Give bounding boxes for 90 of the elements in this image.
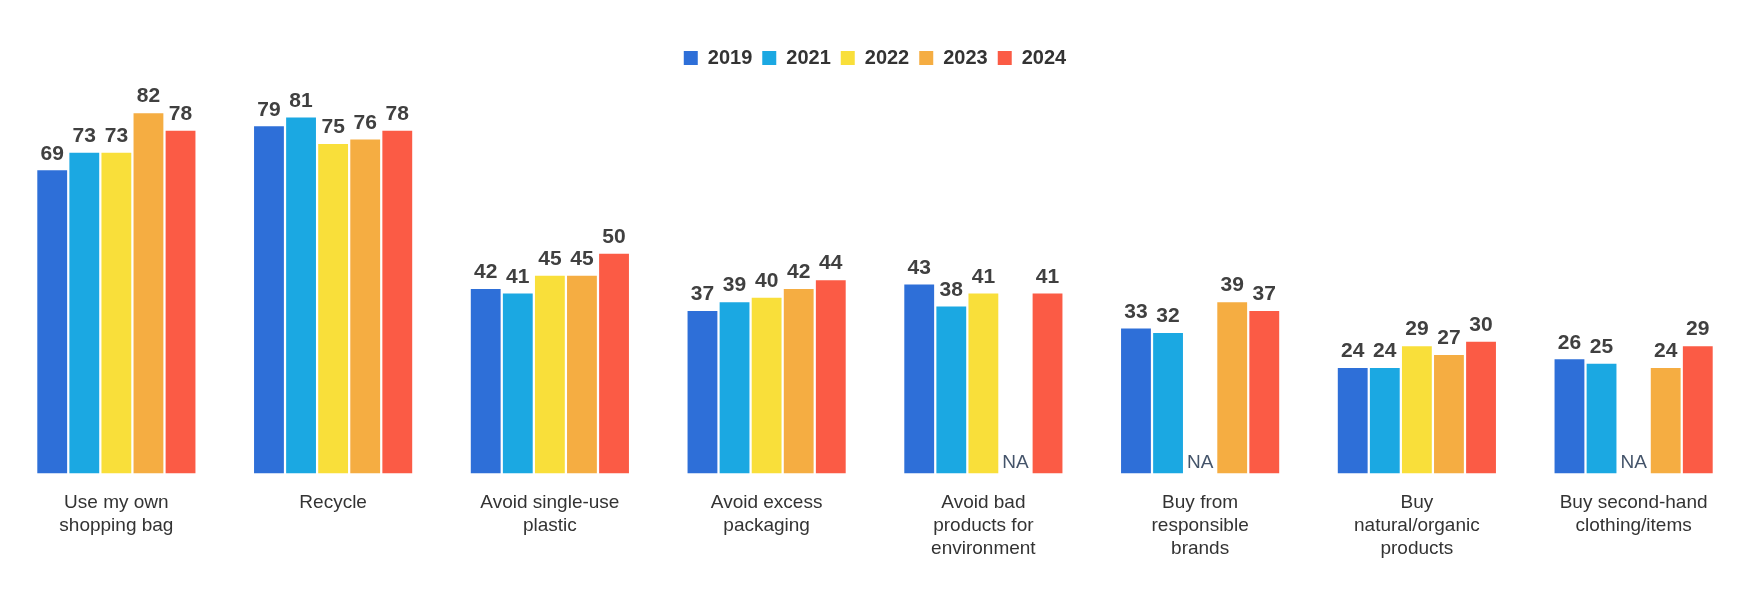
bar bbox=[904, 284, 935, 474]
bar bbox=[534, 275, 565, 474]
x-tick-label: Use my own shopping bag bbox=[59, 491, 174, 536]
bar bbox=[1650, 368, 1681, 474]
bar bbox=[350, 139, 381, 474]
bar bbox=[1554, 359, 1585, 474]
bar bbox=[1249, 310, 1280, 474]
bar bbox=[1032, 293, 1063, 474]
x-tick-label: Recycle bbox=[299, 491, 367, 513]
bar bbox=[968, 293, 999, 474]
bar bbox=[382, 130, 413, 474]
bar bbox=[254, 126, 284, 474]
data-label: 82 bbox=[136, 83, 161, 107]
data-label: 38 bbox=[939, 276, 964, 300]
data-label: 44 bbox=[819, 250, 843, 274]
data-label: 42 bbox=[787, 259, 811, 283]
bar bbox=[719, 302, 750, 474]
legend-label: 2024 bbox=[1021, 45, 1068, 68]
data-label: 37 bbox=[1252, 281, 1276, 305]
x-tick-label: Buy natural/organic products bbox=[1354, 491, 1480, 558]
bar bbox=[1466, 341, 1496, 474]
data-label: 37 bbox=[690, 281, 715, 305]
data-label: 79 bbox=[257, 96, 281, 120]
data-label: 29 bbox=[1405, 316, 1429, 340]
bar bbox=[318, 143, 349, 474]
bar bbox=[1153, 332, 1183, 474]
data-label: 24 bbox=[1654, 338, 1678, 362]
data-label: 32 bbox=[1156, 303, 1180, 327]
text: NA bbox=[1002, 451, 1029, 473]
bar bbox=[1401, 346, 1432, 474]
bar bbox=[1586, 363, 1617, 474]
bar bbox=[470, 288, 501, 474]
bar bbox=[751, 297, 782, 474]
legend-label: 2022 bbox=[864, 45, 910, 68]
bar bbox=[286, 117, 316, 474]
data-label: 39 bbox=[1220, 272, 1244, 296]
legend-label: 2019 bbox=[707, 45, 753, 68]
data-label: 33 bbox=[1124, 298, 1148, 322]
bar bbox=[165, 130, 196, 474]
bar bbox=[815, 280, 846, 474]
bar bbox=[1337, 368, 1368, 474]
bar bbox=[567, 275, 597, 474]
data-label: 30 bbox=[1469, 312, 1493, 336]
bar bbox=[599, 253, 629, 474]
data-label: 78 bbox=[168, 101, 193, 125]
data-label: 24 bbox=[1341, 338, 1365, 362]
text: NA bbox=[1186, 451, 1214, 473]
data-label: 41 bbox=[506, 263, 530, 287]
bar bbox=[1121, 328, 1151, 474]
data-label: 69 bbox=[40, 140, 64, 164]
data-label: 26 bbox=[1557, 329, 1582, 353]
bar bbox=[1217, 302, 1248, 474]
bar bbox=[1434, 354, 1464, 474]
data-label: 50 bbox=[602, 224, 626, 248]
x-tick-label: Avoid single-use plastic bbox=[480, 491, 620, 536]
bar bbox=[687, 310, 718, 474]
bar bbox=[37, 170, 68, 474]
data-label: 73 bbox=[72, 123, 96, 147]
data-label: 29 bbox=[1686, 316, 1710, 340]
bar bbox=[1682, 346, 1713, 474]
bar bbox=[133, 113, 164, 474]
bar bbox=[69, 152, 100, 474]
data-label: 24 bbox=[1373, 338, 1397, 362]
bar bbox=[783, 288, 814, 474]
data-label: 42 bbox=[474, 259, 498, 283]
bar bbox=[502, 293, 533, 474]
x-tick-label: Buy from responsible brands bbox=[1151, 491, 1249, 558]
data-label: 73 bbox=[104, 123, 129, 147]
data-label: 41 bbox=[1035, 263, 1060, 287]
data-label: 43 bbox=[907, 254, 931, 278]
data-label: 41 bbox=[971, 263, 996, 287]
bar bbox=[1369, 368, 1400, 474]
bar bbox=[101, 152, 132, 474]
text: NA bbox=[1620, 451, 1647, 473]
data-label: 25 bbox=[1589, 334, 1614, 358]
data-label: 45 bbox=[538, 246, 562, 270]
data-label: 75 bbox=[321, 114, 346, 138]
x-tick-label: Buy second-hand clothing/items bbox=[1559, 491, 1708, 536]
data-label: 39 bbox=[722, 272, 747, 296]
legend-label: 2021 bbox=[786, 45, 831, 68]
x-tick-label: Avoid excess packaging bbox=[710, 491, 823, 536]
data-label: 40 bbox=[754, 268, 779, 292]
data-label: 78 bbox=[385, 101, 410, 125]
bar bbox=[936, 306, 967, 474]
x-tick-label: Avoid bad products for environment bbox=[931, 491, 1037, 558]
data-label: 27 bbox=[1437, 325, 1461, 349]
legend-label: 2023 bbox=[943, 45, 988, 68]
data-label: 81 bbox=[289, 87, 314, 111]
data-label: 45 bbox=[570, 246, 594, 270]
data-label: 76 bbox=[353, 109, 377, 133]
